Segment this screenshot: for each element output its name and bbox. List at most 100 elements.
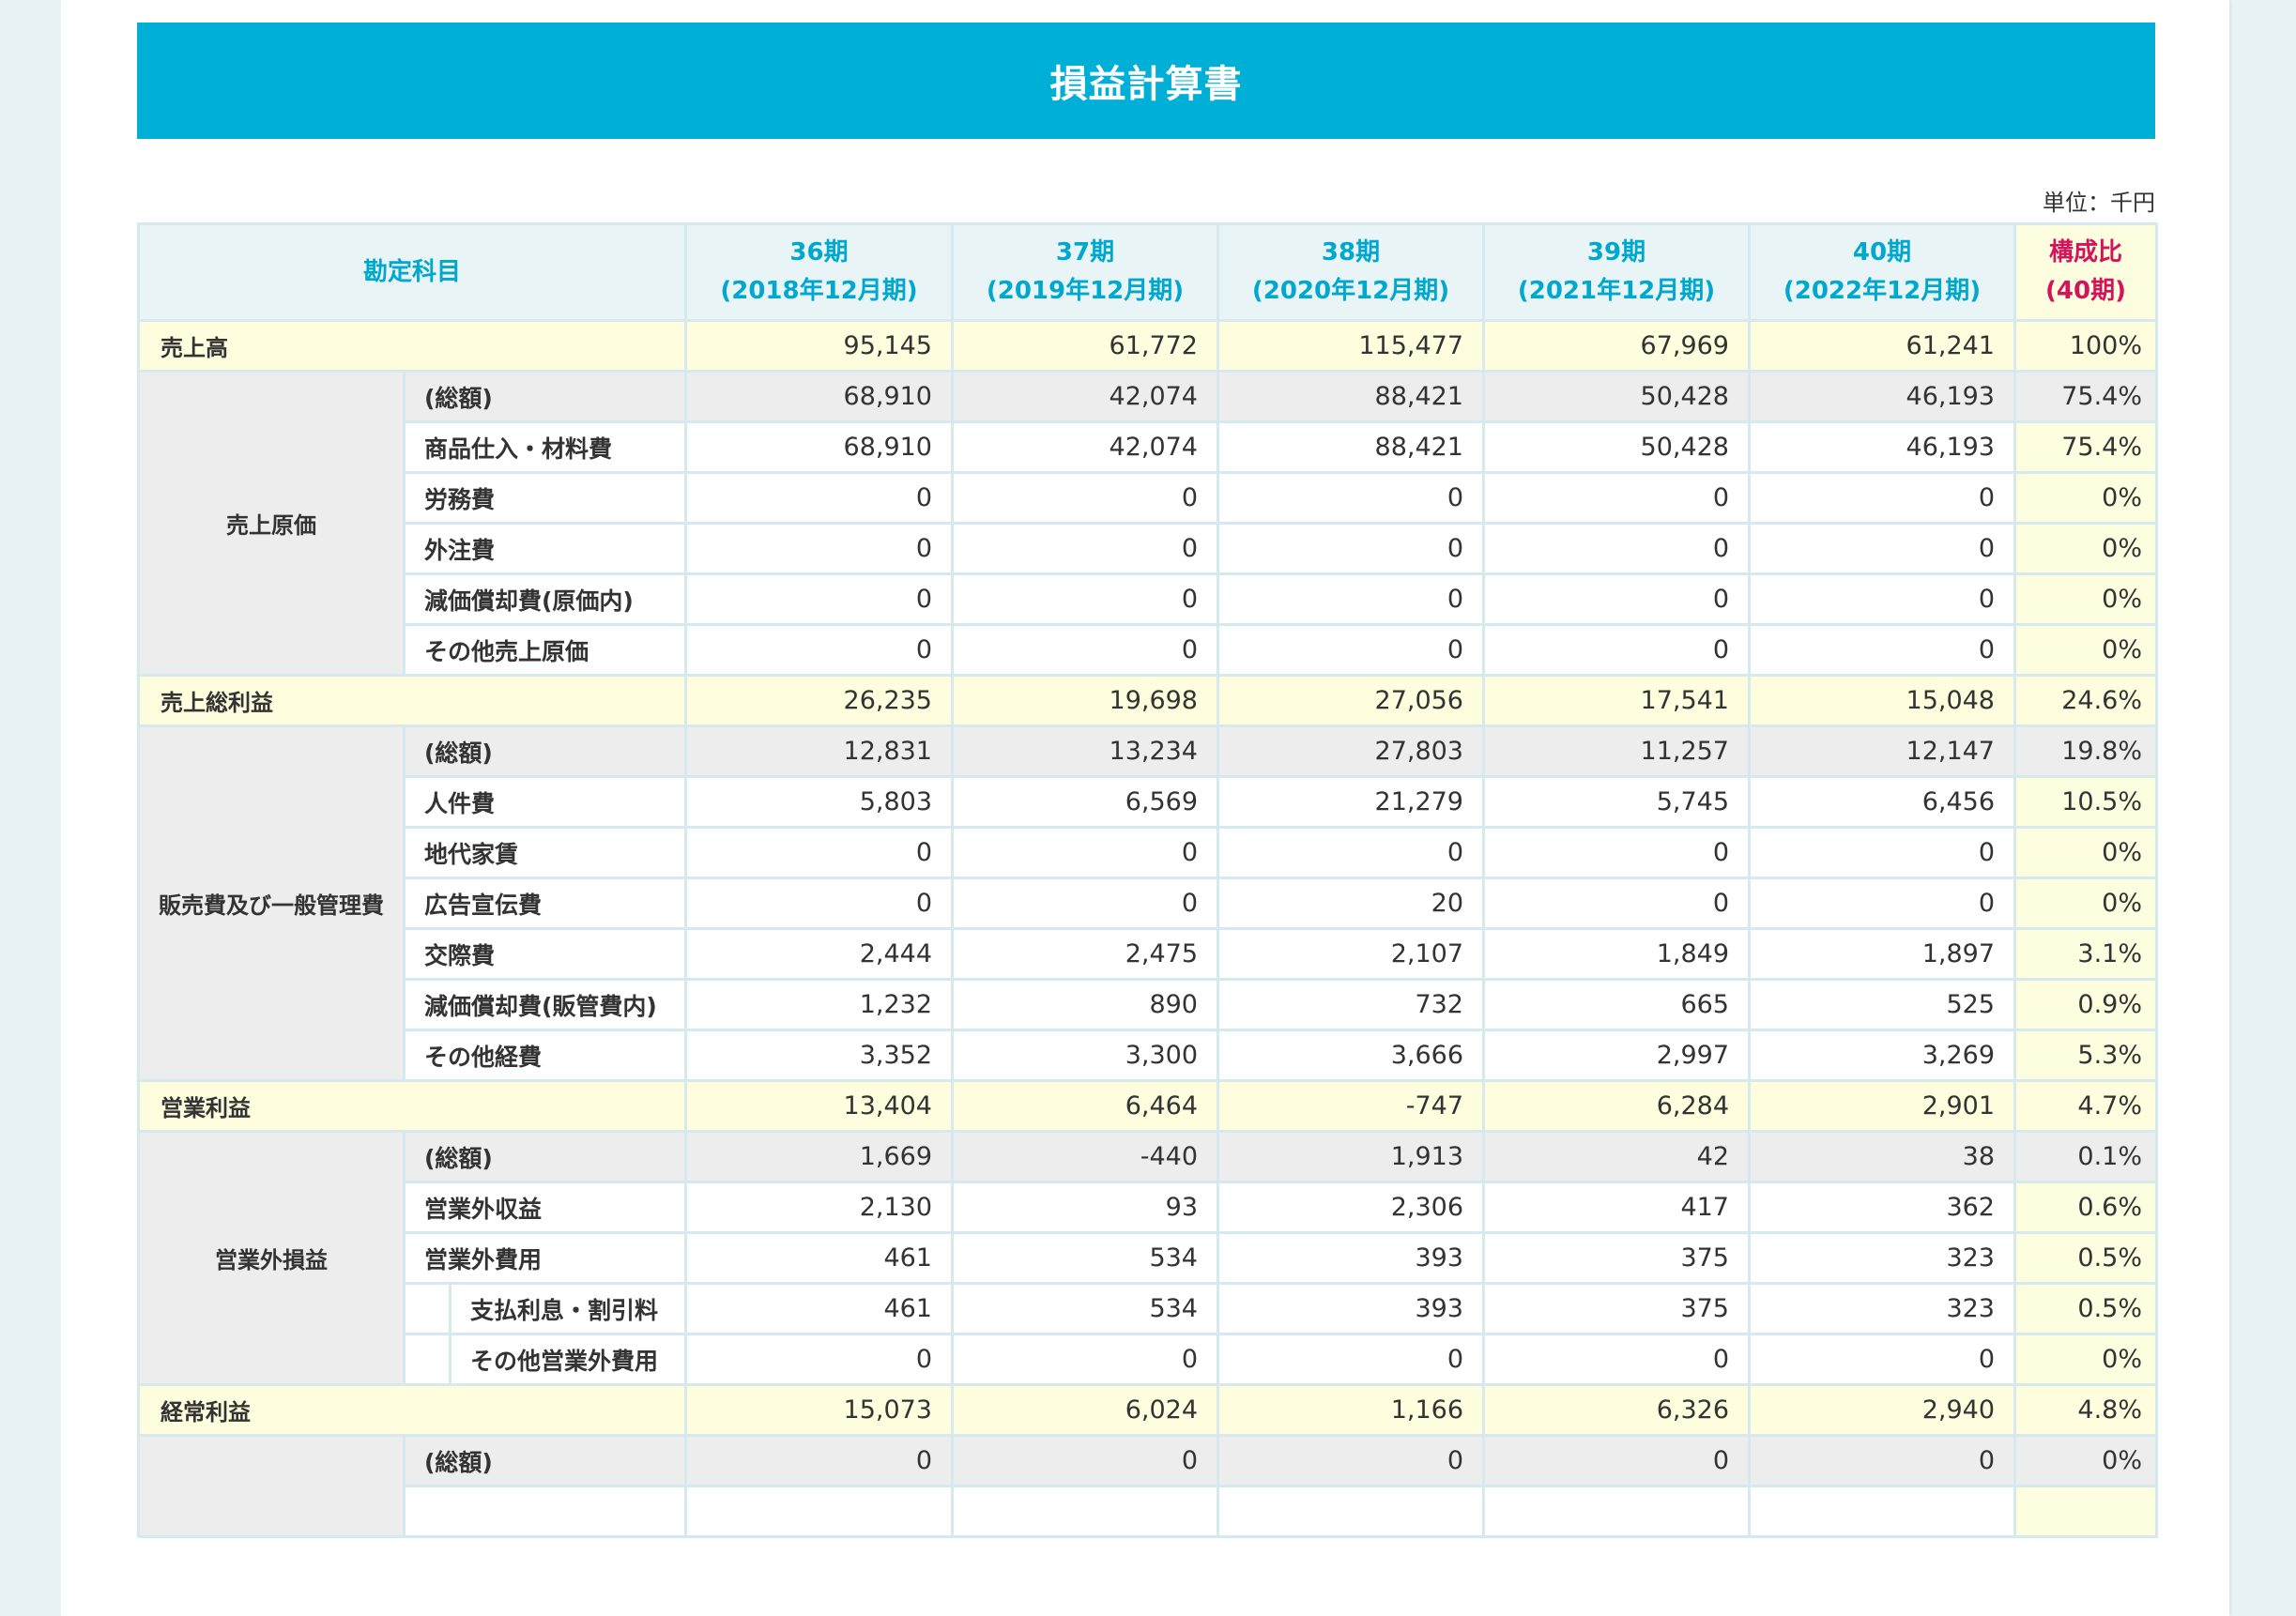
- value-cell: 13,404: [684, 1079, 954, 1133]
- period-date: (2019年12月期): [986, 277, 1185, 305]
- row-cogs-item: 減価償却費(原価内) 0 0 0 0 0 0%: [139, 572, 2158, 626]
- row-cogs-item: その他売上原価 0 0 0 0 0 0%: [139, 623, 2158, 677]
- value-cell: 42,074: [951, 370, 1219, 423]
- row-sga-item: 交際費 2,444 2,475 2,107 1,849 1,897 3.1%: [139, 927, 2158, 981]
- value-cell: 68,910: [684, 420, 954, 474]
- value-cell: 68,910: [684, 370, 954, 423]
- ratio-cell: 100%: [2013, 319, 2158, 373]
- value-cell: 732: [1217, 978, 1485, 1031]
- value-cell: 0: [1217, 826, 1485, 879]
- ratio-cell: 75.4%: [2013, 370, 2158, 423]
- value-cell: 375: [1482, 1231, 1751, 1285]
- value-cell: 0: [1748, 1434, 2016, 1487]
- value-cell: 0: [1217, 572, 1485, 626]
- row-label: 労務費: [403, 471, 687, 525]
- value-cell: 0: [684, 522, 954, 575]
- value-cell: 665: [1482, 978, 1751, 1031]
- ratio-period: (40期): [2045, 277, 2126, 305]
- value-cell: 26,235: [684, 674, 954, 727]
- row-label: (総額): [403, 1434, 687, 1487]
- value-cell: 461: [684, 1282, 954, 1335]
- value-cell: 5,745: [1482, 775, 1751, 829]
- row-label: (総額): [403, 1130, 687, 1183]
- value-cell: 0: [951, 826, 1219, 879]
- header-period-40: 40期 (2022年12月期): [1748, 222, 2016, 322]
- row-extraordinary-total: (総額) 0 0 0 0 0 0%: [137, 1434, 2158, 1538]
- value-cell: 0: [1482, 572, 1751, 626]
- value-cell: 67,969: [1482, 319, 1751, 373]
- row-label: 営業外費用: [403, 1231, 687, 1285]
- ratio-cell: 75.4%: [2013, 420, 2158, 474]
- value-cell: 0: [1748, 877, 2016, 930]
- value-cell: 2,997: [1482, 1029, 1751, 1082]
- value-cell: 0: [1482, 826, 1751, 879]
- row-label: その他売上原価: [403, 623, 687, 677]
- period-label: 40期: [1852, 238, 1912, 267]
- value-cell: 0: [951, 471, 1219, 525]
- value-cell: 27,056: [1217, 674, 1485, 727]
- value-cell: 0: [1217, 1434, 1485, 1487]
- value-cell: 6,326: [1482, 1383, 1751, 1437]
- value-cell: 50,428: [1482, 370, 1751, 423]
- row-ordinary-profit: 経常利益 15,073 6,024 1,166 6,326 2,940 4.8%: [137, 1383, 2158, 1437]
- header-period-36: 36期 (2018年12月期): [684, 222, 954, 322]
- value-cell: 6,464: [951, 1079, 1219, 1133]
- value-cell: 3,352: [684, 1029, 954, 1082]
- row-label: 営業外収益: [403, 1181, 687, 1234]
- value-cell: 0: [1482, 877, 1751, 930]
- value-cell: 61,241: [1748, 319, 2016, 373]
- header-ratio: 構成比 (40期): [2013, 222, 2158, 322]
- period-label: 38期: [1321, 238, 1381, 267]
- value-cell: 13,234: [951, 724, 1219, 778]
- ratio-cell: 0%: [2013, 1333, 2158, 1386]
- value-cell: 3,300: [951, 1029, 1219, 1082]
- value-cell: 2,107: [1217, 927, 1485, 981]
- value-cell: 0: [1217, 1333, 1485, 1386]
- row-label: 経常利益: [137, 1383, 687, 1437]
- header-period-38: 38期 (2020年12月期): [1217, 222, 1485, 322]
- value-cell: 17,541: [1482, 674, 1751, 727]
- value-cell: 525: [1748, 978, 2016, 1031]
- row-label: その他営業外費用: [449, 1333, 687, 1386]
- value-cell: [1482, 1485, 1751, 1538]
- indent-cell: [403, 1282, 452, 1335]
- value-cell: 1,166: [1217, 1383, 1485, 1437]
- row-sales: 売上高 95,145 61,772 115,477 67,969 61,241 …: [137, 319, 2158, 373]
- value-cell: 88,421: [1217, 420, 1485, 474]
- value-cell: 534: [951, 1282, 1219, 1335]
- value-cell: -440: [951, 1130, 1219, 1183]
- row-label: 地代家賃: [403, 826, 687, 879]
- value-cell: 0: [951, 1434, 1219, 1487]
- value-cell: 393: [1217, 1231, 1485, 1285]
- row-label: 売上高: [137, 319, 687, 373]
- row-sga-item: 人件費 5,803 6,569 21,279 5,745 6,456 10.5%: [139, 775, 2158, 829]
- value-cell: [1217, 1485, 1485, 1538]
- value-cell: 2,901: [1748, 1079, 2016, 1133]
- group-label-non-operating: 営業外損益: [137, 1130, 406, 1386]
- value-cell: 46,193: [1748, 370, 2016, 423]
- ratio-cell: 0%: [2013, 1434, 2158, 1487]
- value-cell: 0: [1748, 1333, 2016, 1386]
- row-label: 広告宣伝費: [403, 877, 687, 930]
- value-cell: 15,073: [684, 1383, 954, 1437]
- row-extraordinary-item: [139, 1485, 2158, 1538]
- value-cell: 6,284: [1482, 1079, 1751, 1133]
- row-non-operating-subitem: その他営業外費用 0 0 0 0 0 0%: [139, 1333, 2158, 1386]
- row-label: (総額): [403, 724, 687, 778]
- page-title: 損益計算書: [1049, 63, 1243, 106]
- value-cell: 3,666: [1217, 1029, 1485, 1082]
- value-cell: 3,269: [1748, 1029, 2016, 1082]
- row-cogs-item: 商品仕入・材料費 68,910 42,074 88,421 50,428 46,…: [139, 420, 2158, 474]
- value-cell: 0: [951, 623, 1219, 677]
- ratio-cell: [2013, 1485, 2158, 1538]
- value-cell: 12,147: [1748, 724, 2016, 778]
- period-label: 37期: [1055, 238, 1115, 267]
- value-cell: 2,940: [1748, 1383, 2016, 1437]
- value-cell: 115,477: [1217, 319, 1485, 373]
- income-statement-table: 勘定科目 36期 (2018年12月期) 37期 (2019年12月期) 38期 (2…: [137, 222, 2158, 1538]
- value-cell: 0: [1482, 1434, 1751, 1487]
- value-cell: [1748, 1485, 2016, 1538]
- value-cell: 0: [1748, 572, 2016, 626]
- value-cell: 15,048: [1748, 674, 2016, 727]
- value-cell: 6,569: [951, 775, 1219, 829]
